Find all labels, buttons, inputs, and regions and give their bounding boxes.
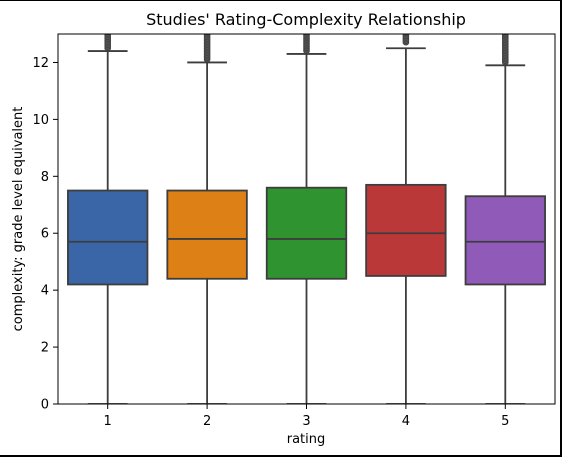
y-axis-label: complexity: grade level equivalent (11, 107, 26, 332)
y-tick-label: 10 (32, 113, 49, 128)
outlier-points (501, 28, 509, 66)
outlier-point (502, 28, 508, 33)
y-tick-label: 12 (32, 56, 49, 71)
box-group (67, 28, 149, 404)
x-tick-label: 1 (104, 414, 112, 429)
iqr-box (464, 195, 546, 286)
plot-frame (57, 33, 556, 405)
iqr-box (365, 183, 447, 277)
chart-title: Studies' Rating-Complexity Relationship (146, 10, 466, 29)
x-tick-label: 3 (302, 414, 310, 429)
window-bottom-edge (0, 455, 562, 457)
y-tick-label: 0 (41, 398, 49, 413)
box-group (464, 28, 546, 404)
y-tick-label: 8 (41, 170, 49, 185)
outlier-point (303, 34, 310, 37)
box-group (365, 34, 447, 404)
outlier-point (105, 28, 111, 33)
x-tick-label: 5 (501, 414, 509, 429)
outlier-points (402, 34, 410, 46)
outlier-point (402, 34, 409, 36)
iqr-box (265, 186, 348, 280)
y-tick-label: 4 (41, 284, 49, 299)
x-tick-label: 2 (203, 414, 211, 429)
outlier-points (104, 28, 111, 52)
y-tick-label: 6 (41, 227, 49, 242)
x-axis-label: rating (287, 432, 326, 447)
window-top-edge (0, 0, 562, 1)
window-right-edge (560, 0, 562, 457)
outlier-points (203, 34, 211, 63)
iqr-box (166, 189, 248, 280)
box-group (265, 34, 348, 404)
outlier-point (404, 34, 408, 35)
x-tick-label: 4 (402, 414, 410, 429)
box-group (166, 34, 248, 404)
iqr-box (67, 189, 149, 286)
outlier-points (303, 34, 310, 54)
y-tick-label: 2 (41, 341, 49, 356)
